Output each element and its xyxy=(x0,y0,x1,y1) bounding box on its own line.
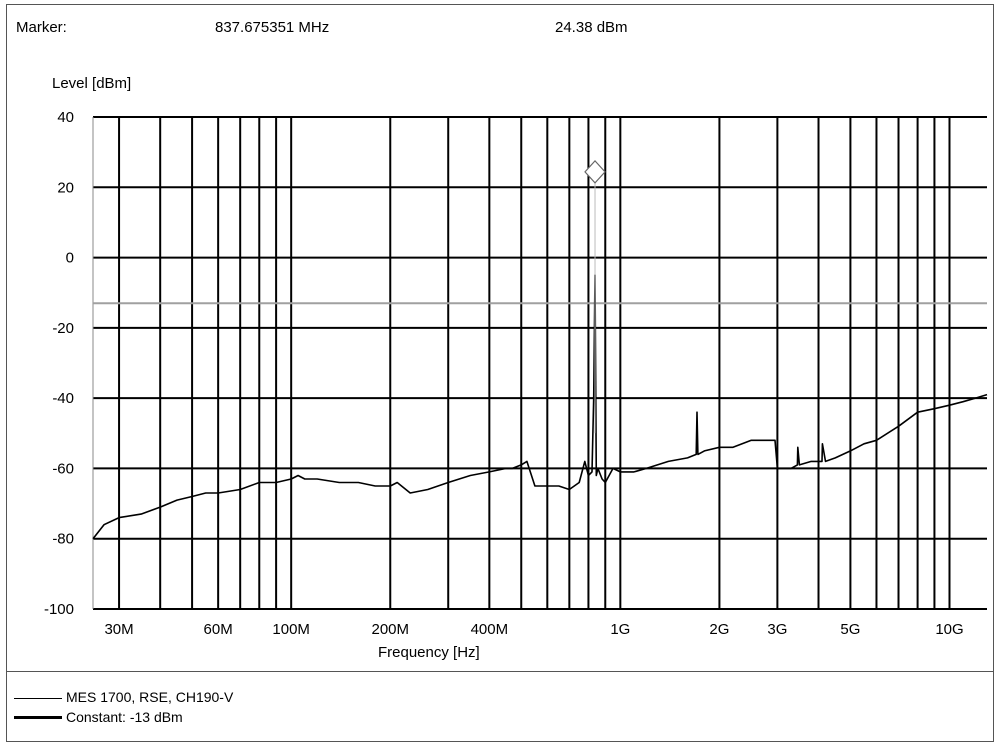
marker-label: Marker: xyxy=(16,19,67,36)
legend-limit-label: Constant: -13 dBm xyxy=(66,709,183,725)
x-tick-label: 200M xyxy=(371,621,409,638)
x-tick-label: 60M xyxy=(204,621,233,638)
marker-frequency: 837.675351 MHz xyxy=(215,19,330,36)
y-tick-label: -80 xyxy=(52,531,74,548)
y-tick-label: -100 xyxy=(44,601,74,618)
measurement-trace xyxy=(92,274,988,540)
x-tick-label: 400M xyxy=(471,621,509,638)
plot-area xyxy=(93,117,987,609)
y-tick-label: -20 xyxy=(52,320,74,337)
x-tick-label: 5G xyxy=(840,621,860,638)
legend-limit-swatch xyxy=(14,716,62,719)
legend-measurement-swatch xyxy=(14,698,62,699)
x-tick-label: 30M xyxy=(104,621,133,638)
x-axis-label: Frequency [Hz] xyxy=(378,644,480,661)
y-tick-label: 40 xyxy=(57,109,74,126)
x-tick-label: 3G xyxy=(767,621,787,638)
legend-measurement-label: MES 1700, RSE, CH190-V xyxy=(66,689,234,705)
x-tick-label: 2G xyxy=(709,621,729,638)
x-tick-label: 100M xyxy=(272,621,310,638)
y-tick-label: 0 xyxy=(66,250,74,267)
marker-diamond xyxy=(584,160,606,184)
y-tick-label: -40 xyxy=(52,390,74,407)
y-axis-label: Level [dBm] xyxy=(52,75,132,92)
marker-level: 24.38 dBm xyxy=(555,19,628,36)
y-tick-label: 20 xyxy=(57,179,74,196)
chart-frame xyxy=(6,4,994,742)
x-tick-label: 10G xyxy=(935,621,963,638)
legend-divider xyxy=(6,671,994,672)
x-tick-label: 1G xyxy=(610,621,630,638)
y-tick-label: -60 xyxy=(52,460,74,477)
